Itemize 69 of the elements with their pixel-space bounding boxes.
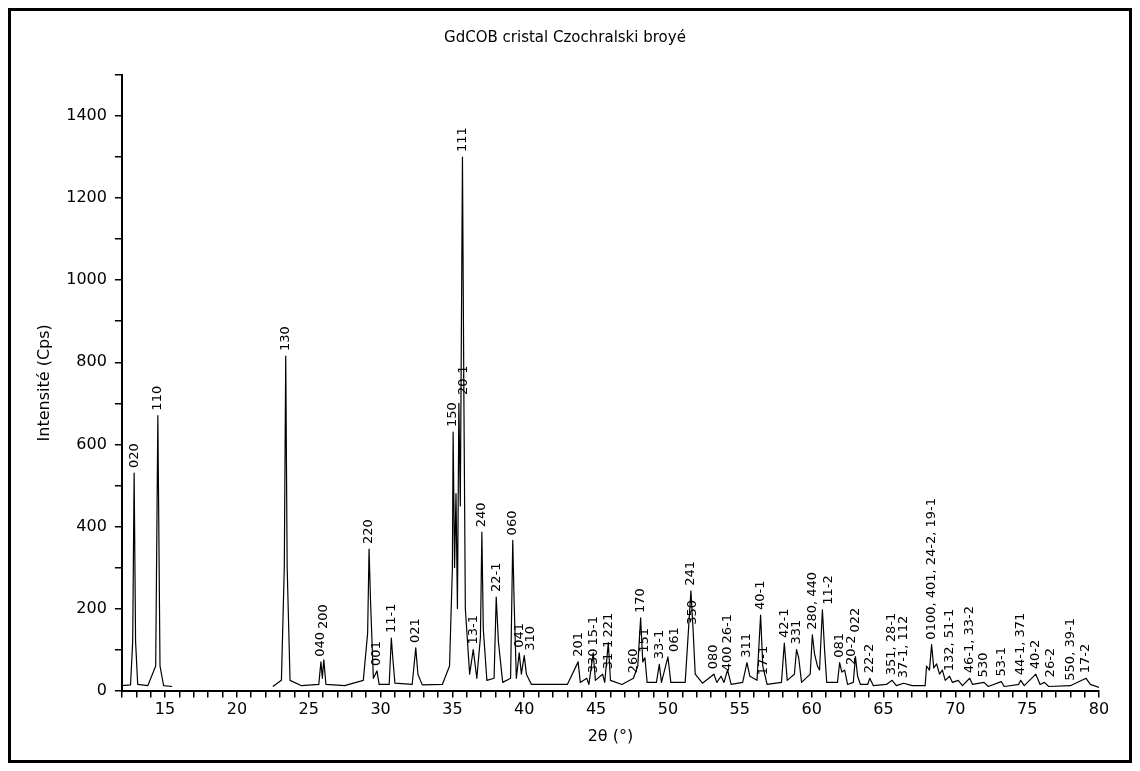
x-tick-label: 70 <box>945 699 966 719</box>
x-tick-label: 30 <box>370 699 391 719</box>
annotation: 221 <box>599 612 615 638</box>
annotation: 11-1 <box>382 603 398 634</box>
annotation: 280, 440 <box>803 571 819 630</box>
annotation: 130 <box>277 326 293 352</box>
annotation: 40-1 <box>751 580 767 611</box>
annotation: 26-1 <box>718 613 734 644</box>
x-tick-label: 15 <box>154 699 176 719</box>
annotation: 080 <box>705 644 721 670</box>
annotation: 22-1 <box>487 562 503 593</box>
annotation: 132, 51-1 <box>940 608 956 672</box>
annotation: 311 <box>738 632 754 658</box>
annotation: 241 <box>682 561 698 586</box>
x-tick-label: 50 <box>657 699 679 719</box>
x-tick-label: 65 <box>873 699 894 719</box>
annotation: 530 <box>975 652 991 678</box>
annotation: 240 <box>473 502 489 528</box>
x-tick-label: 25 <box>298 699 319 719</box>
annotation: 13-1 <box>464 615 480 645</box>
annotation: 0100, 401, 24-2, 19-1 <box>922 497 938 640</box>
annotation: 550, 39-1 <box>1061 618 1077 681</box>
x-tick-label: 55 <box>729 699 750 719</box>
annotation: 201 <box>569 632 585 657</box>
y-tick-label: 600 <box>76 433 107 453</box>
annotation: 22-2 <box>861 643 877 674</box>
y-axis-title: Intensité (Cps) <box>33 324 53 442</box>
x-tick-label: 20 <box>226 699 248 719</box>
annotation: 11-2 <box>820 575 836 605</box>
annotation: 20-1 <box>455 365 471 396</box>
annotation: 001 <box>368 641 384 666</box>
annotation: 330 <box>584 648 600 674</box>
y-tick-label: 200 <box>76 597 107 617</box>
y-tick-label: 1200 <box>66 187 107 207</box>
x-axis-title: 2θ (°) <box>587 725 634 745</box>
annotation: 26-2 <box>1042 647 1058 678</box>
y-tick-label: 0 <box>96 679 107 699</box>
annotation: 061 <box>665 627 681 652</box>
annotation: 022 <box>846 607 862 633</box>
x-tick-label: 80 <box>1088 699 1110 719</box>
annotation: 400 <box>718 646 734 672</box>
annotation: 53-1 <box>992 647 1008 677</box>
annotation: 020 <box>125 443 141 469</box>
y-tick-label: 800 <box>76 351 107 371</box>
annotation: 150 <box>444 402 460 428</box>
x-tick-label: 45 <box>585 699 607 719</box>
annotation: 44-1, 371 <box>1012 612 1028 676</box>
annotation: 200 <box>315 604 331 630</box>
annotation: 46-1, 33-2 <box>961 606 977 674</box>
y-tick-label: 400 <box>76 515 107 535</box>
y-tick-label: 1400 <box>66 105 107 125</box>
x-tick-label: 75 <box>1016 699 1038 719</box>
annotation: 040 <box>312 632 328 657</box>
annotation: 33-1 <box>650 629 666 660</box>
x-tick-label: 40 <box>514 699 535 719</box>
annotation: 111 <box>453 127 469 153</box>
annotation: 060 <box>504 510 520 536</box>
annotation: 110 <box>149 385 165 411</box>
annotation: 351, 28-1 <box>883 612 899 676</box>
annotation: 220 <box>360 519 376 545</box>
annotation: 15-1 <box>584 615 600 646</box>
annotation: 170 <box>632 588 648 613</box>
annotation: 021 <box>407 618 423 643</box>
x-tick-label: 60 <box>801 699 822 719</box>
y-tick-label: 1000 <box>66 269 107 289</box>
x-tick-label: 35 <box>442 699 463 719</box>
annotation: 17-2 <box>1077 643 1093 674</box>
annotation: 40-2 <box>1027 639 1043 670</box>
chart-title: GdCOB cristal Czochralski broyé <box>444 27 686 46</box>
